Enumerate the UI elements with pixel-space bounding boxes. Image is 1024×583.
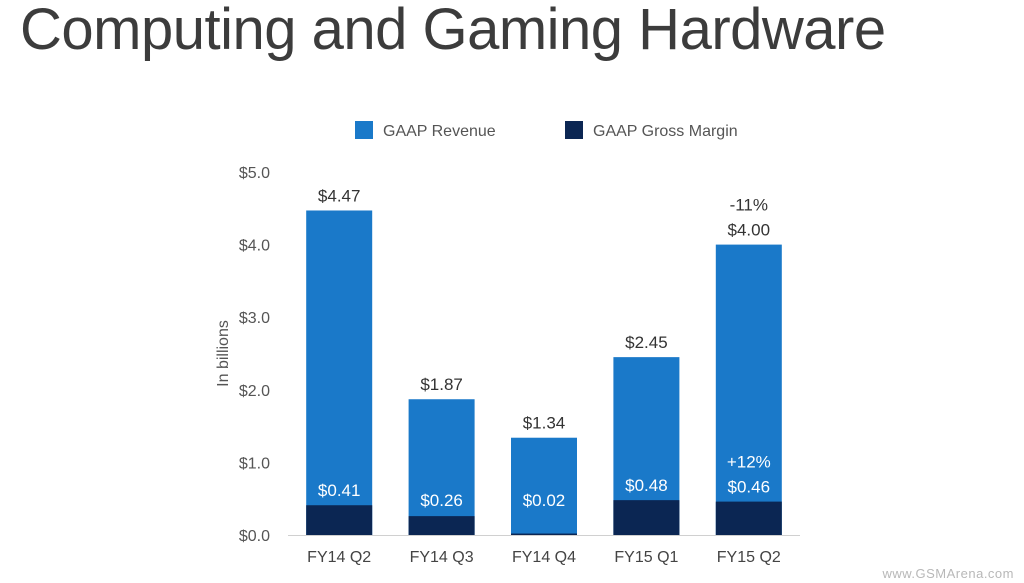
y-tick-label: $4.0: [239, 238, 270, 255]
bar-gaap-gross-margin: [306, 505, 373, 535]
bar-gaap-gross-margin: [511, 533, 577, 535]
legend-gaap-revenue-swatch: [355, 121, 373, 139]
bar-gaap-gross-margin: [715, 501, 782, 535]
data-label-revenue: $1.34: [523, 414, 566, 433]
data-label-gross-margin: $0.26: [420, 491, 463, 510]
bar-gaap-revenue: [511, 437, 577, 535]
data-label-revenue: $4.47: [318, 186, 361, 205]
bar-gaap-gross-margin: [613, 500, 680, 535]
x-tick-label: FY14 Q3: [410, 549, 474, 566]
bar-gaap-revenue: [408, 399, 475, 535]
annotation-revenue-change: -11%: [730, 196, 768, 215]
watermark: www.GSMArena.com: [882, 566, 1014, 581]
y-tick-label: $0.0: [239, 528, 270, 545]
bar-gaap-gross-margin: [408, 516, 475, 535]
data-label-revenue: $1.87: [420, 375, 463, 394]
data-label-revenue: $2.45: [625, 333, 668, 352]
annotation-margin-change: +12%: [727, 453, 771, 472]
y-tick-label: $3.0: [239, 310, 270, 327]
y-tick-label: $5.0: [239, 165, 270, 182]
y-axis-label: In billions: [215, 320, 232, 387]
page-title: Computing and Gaming Hardware: [20, 0, 886, 62]
x-tick-label: FY14 Q4: [512, 549, 576, 566]
data-label-gross-margin: $0.02: [523, 491, 566, 510]
legend-gaap-gross-margin-swatch: [565, 121, 583, 139]
y-tick-label: $2.0: [239, 383, 270, 400]
bar-gaap-revenue: [306, 210, 373, 535]
data-label-revenue: $4.00: [728, 221, 771, 240]
legend-gaap-revenue-label: GAAP Revenue: [383, 123, 496, 140]
data-label-gross-margin: $0.48: [625, 476, 668, 495]
x-tick-label: FY14 Q2: [307, 549, 371, 566]
x-tick-label: FY15 Q1: [614, 549, 678, 566]
bar-gaap-revenue: [715, 244, 782, 535]
x-tick-label: FY15 Q2: [717, 549, 781, 566]
legend-gaap-gross-margin-label: GAAP Gross Margin: [593, 123, 738, 140]
y-tick-label: $1.0: [239, 455, 270, 472]
data-label-gross-margin: $0.41: [318, 481, 361, 500]
data-label-gross-margin: $0.46: [728, 478, 771, 497]
